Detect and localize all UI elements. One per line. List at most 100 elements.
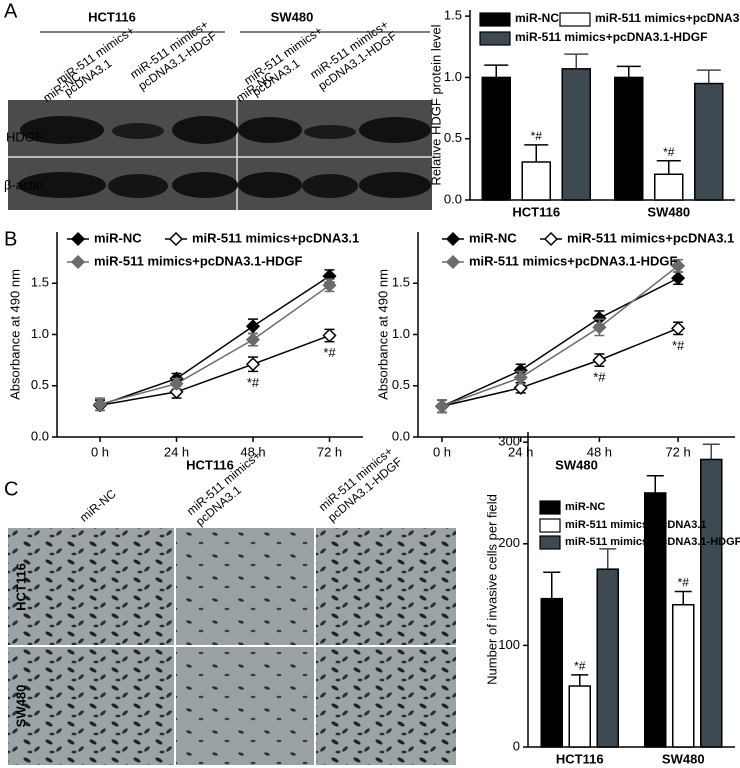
micrograph-row-label: SW480 (13, 685, 28, 728)
y-axis-label: Number of invasive cells per field (484, 494, 499, 685)
x-tick-label: 0 h (91, 444, 109, 459)
y-tick-label: 0 (513, 738, 520, 753)
y-tick-label: 200 (498, 535, 520, 550)
series-line (441, 327, 679, 407)
legend-marker (445, 254, 461, 270)
point (92, 397, 108, 412)
annotation: *# (593, 370, 606, 385)
legend-swatch (539, 535, 561, 550)
legend-label: miR-511 mimics+pcDNA3.1-HDGF (565, 536, 740, 548)
x-tick-label: 72 h (317, 444, 342, 459)
lane-label: miR-NC (77, 486, 119, 524)
bar (672, 603, 695, 748)
legend-marker (445, 231, 461, 247)
y-tick-label: 0.5 (444, 130, 462, 145)
legend-swatch (539, 518, 561, 533)
legend-label: miR-511 mimics+pcDNA3.1 (192, 230, 359, 245)
y-tick-label: 0.0 (392, 428, 410, 443)
panel-label: A (4, 0, 18, 22)
y-axis-label: Relative HDGF protein level (428, 24, 443, 185)
x-tick-label: SW480 (647, 204, 690, 219)
bar (561, 68, 591, 201)
x-tick-label: 0 h (433, 444, 451, 459)
annotation: *# (574, 659, 586, 673)
legend-label: miR-NC (469, 230, 517, 245)
legend-swatch (479, 31, 511, 46)
legend-marker (168, 231, 184, 247)
x-tick-label: 48 h (587, 444, 612, 459)
y-tick-label: 0.0 (31, 428, 49, 443)
y-tick-label: 1.5 (392, 275, 410, 290)
point (671, 321, 686, 336)
legend-marker (70, 254, 86, 270)
point (671, 258, 686, 273)
y-axis-label: Absorbance at 490 nm (7, 269, 22, 400)
point (513, 380, 528, 395)
bar (540, 597, 563, 748)
blot-row-label: β-actin (4, 177, 43, 192)
series-line (99, 284, 330, 405)
point (434, 399, 450, 414)
point (322, 328, 337, 343)
x-tick-label: 72 h (665, 444, 690, 459)
bar (694, 82, 724, 201)
bar (644, 492, 667, 748)
y-tick-label: 0.5 (392, 377, 410, 392)
bar (521, 161, 551, 201)
point (322, 278, 337, 293)
blot-group: SW480 (271, 9, 314, 24)
micrograph-grid (8, 528, 456, 765)
bar (614, 76, 644, 201)
bar (596, 568, 619, 748)
annotation: *# (678, 576, 690, 590)
y-tick-label: 0.0 (444, 191, 462, 206)
series-line (99, 334, 330, 406)
rotated-label: miR-NC (77, 486, 119, 524)
x-tick-label: 24 h (508, 444, 533, 459)
y-tick-label: 100 (498, 637, 520, 652)
x-tick-label: SW480 (662, 751, 705, 766)
legend-label: miR-511 mimics+pcDNA3.1 (567, 230, 734, 245)
point (245, 319, 261, 334)
x-tick-label: HCT116 (512, 204, 560, 219)
point (671, 271, 686, 286)
point (169, 376, 184, 391)
series-line (441, 277, 679, 407)
legend-label: miR-511 mimics+pcDNA3.1 (565, 519, 707, 531)
annotation: *# (672, 338, 685, 353)
point (245, 357, 261, 372)
x-axis-label: SW480 (555, 457, 598, 472)
panel-label: C (4, 478, 18, 500)
blot-group: HCT116 (88, 9, 136, 24)
point (592, 320, 607, 335)
panel-label: B (4, 228, 17, 250)
legend-marker (543, 231, 559, 247)
micrograph-row-label: HCT116 (13, 563, 28, 611)
blot-row-label: HDGF (6, 129, 43, 144)
annotation: *# (663, 145, 675, 159)
x-axis-label: HCT116 (186, 457, 234, 472)
legend-label: miR-NC (565, 501, 605, 513)
y-tick-label: 1.5 (444, 8, 462, 23)
legend-label: miR-511 mimics+pcDNA3.1 (595, 11, 740, 25)
series-line (441, 265, 679, 407)
legend-label: miR-NC (515, 11, 559, 25)
annotation: *# (531, 129, 543, 143)
legend-label: miR-511 mimics+pcDNA3.1-HDGF (515, 30, 707, 44)
legend-swatch (479, 12, 511, 27)
bar (700, 458, 723, 748)
y-tick-label: 1.0 (444, 69, 462, 84)
annotation: *# (323, 345, 336, 360)
legend-swatch (559, 12, 591, 27)
x-tick-label: 24 h (164, 444, 189, 459)
legend-label: miR-511 mimics+pcDNA3.1-HDGF (94, 253, 302, 268)
series-line (99, 275, 330, 406)
y-tick-label: 1.5 (31, 275, 49, 290)
x-tick-label: HCT116 (556, 751, 604, 766)
rotated-label: miR-511 mimics+pcDNA3.1-HDGF (127, 17, 219, 93)
legend-label: miR-511 mimics+pcDNA3.1-HDGF (469, 253, 677, 268)
annotation: *# (247, 375, 260, 390)
rotated-label: miR-511 mimics+pcDNA3.1 (53, 23, 136, 99)
